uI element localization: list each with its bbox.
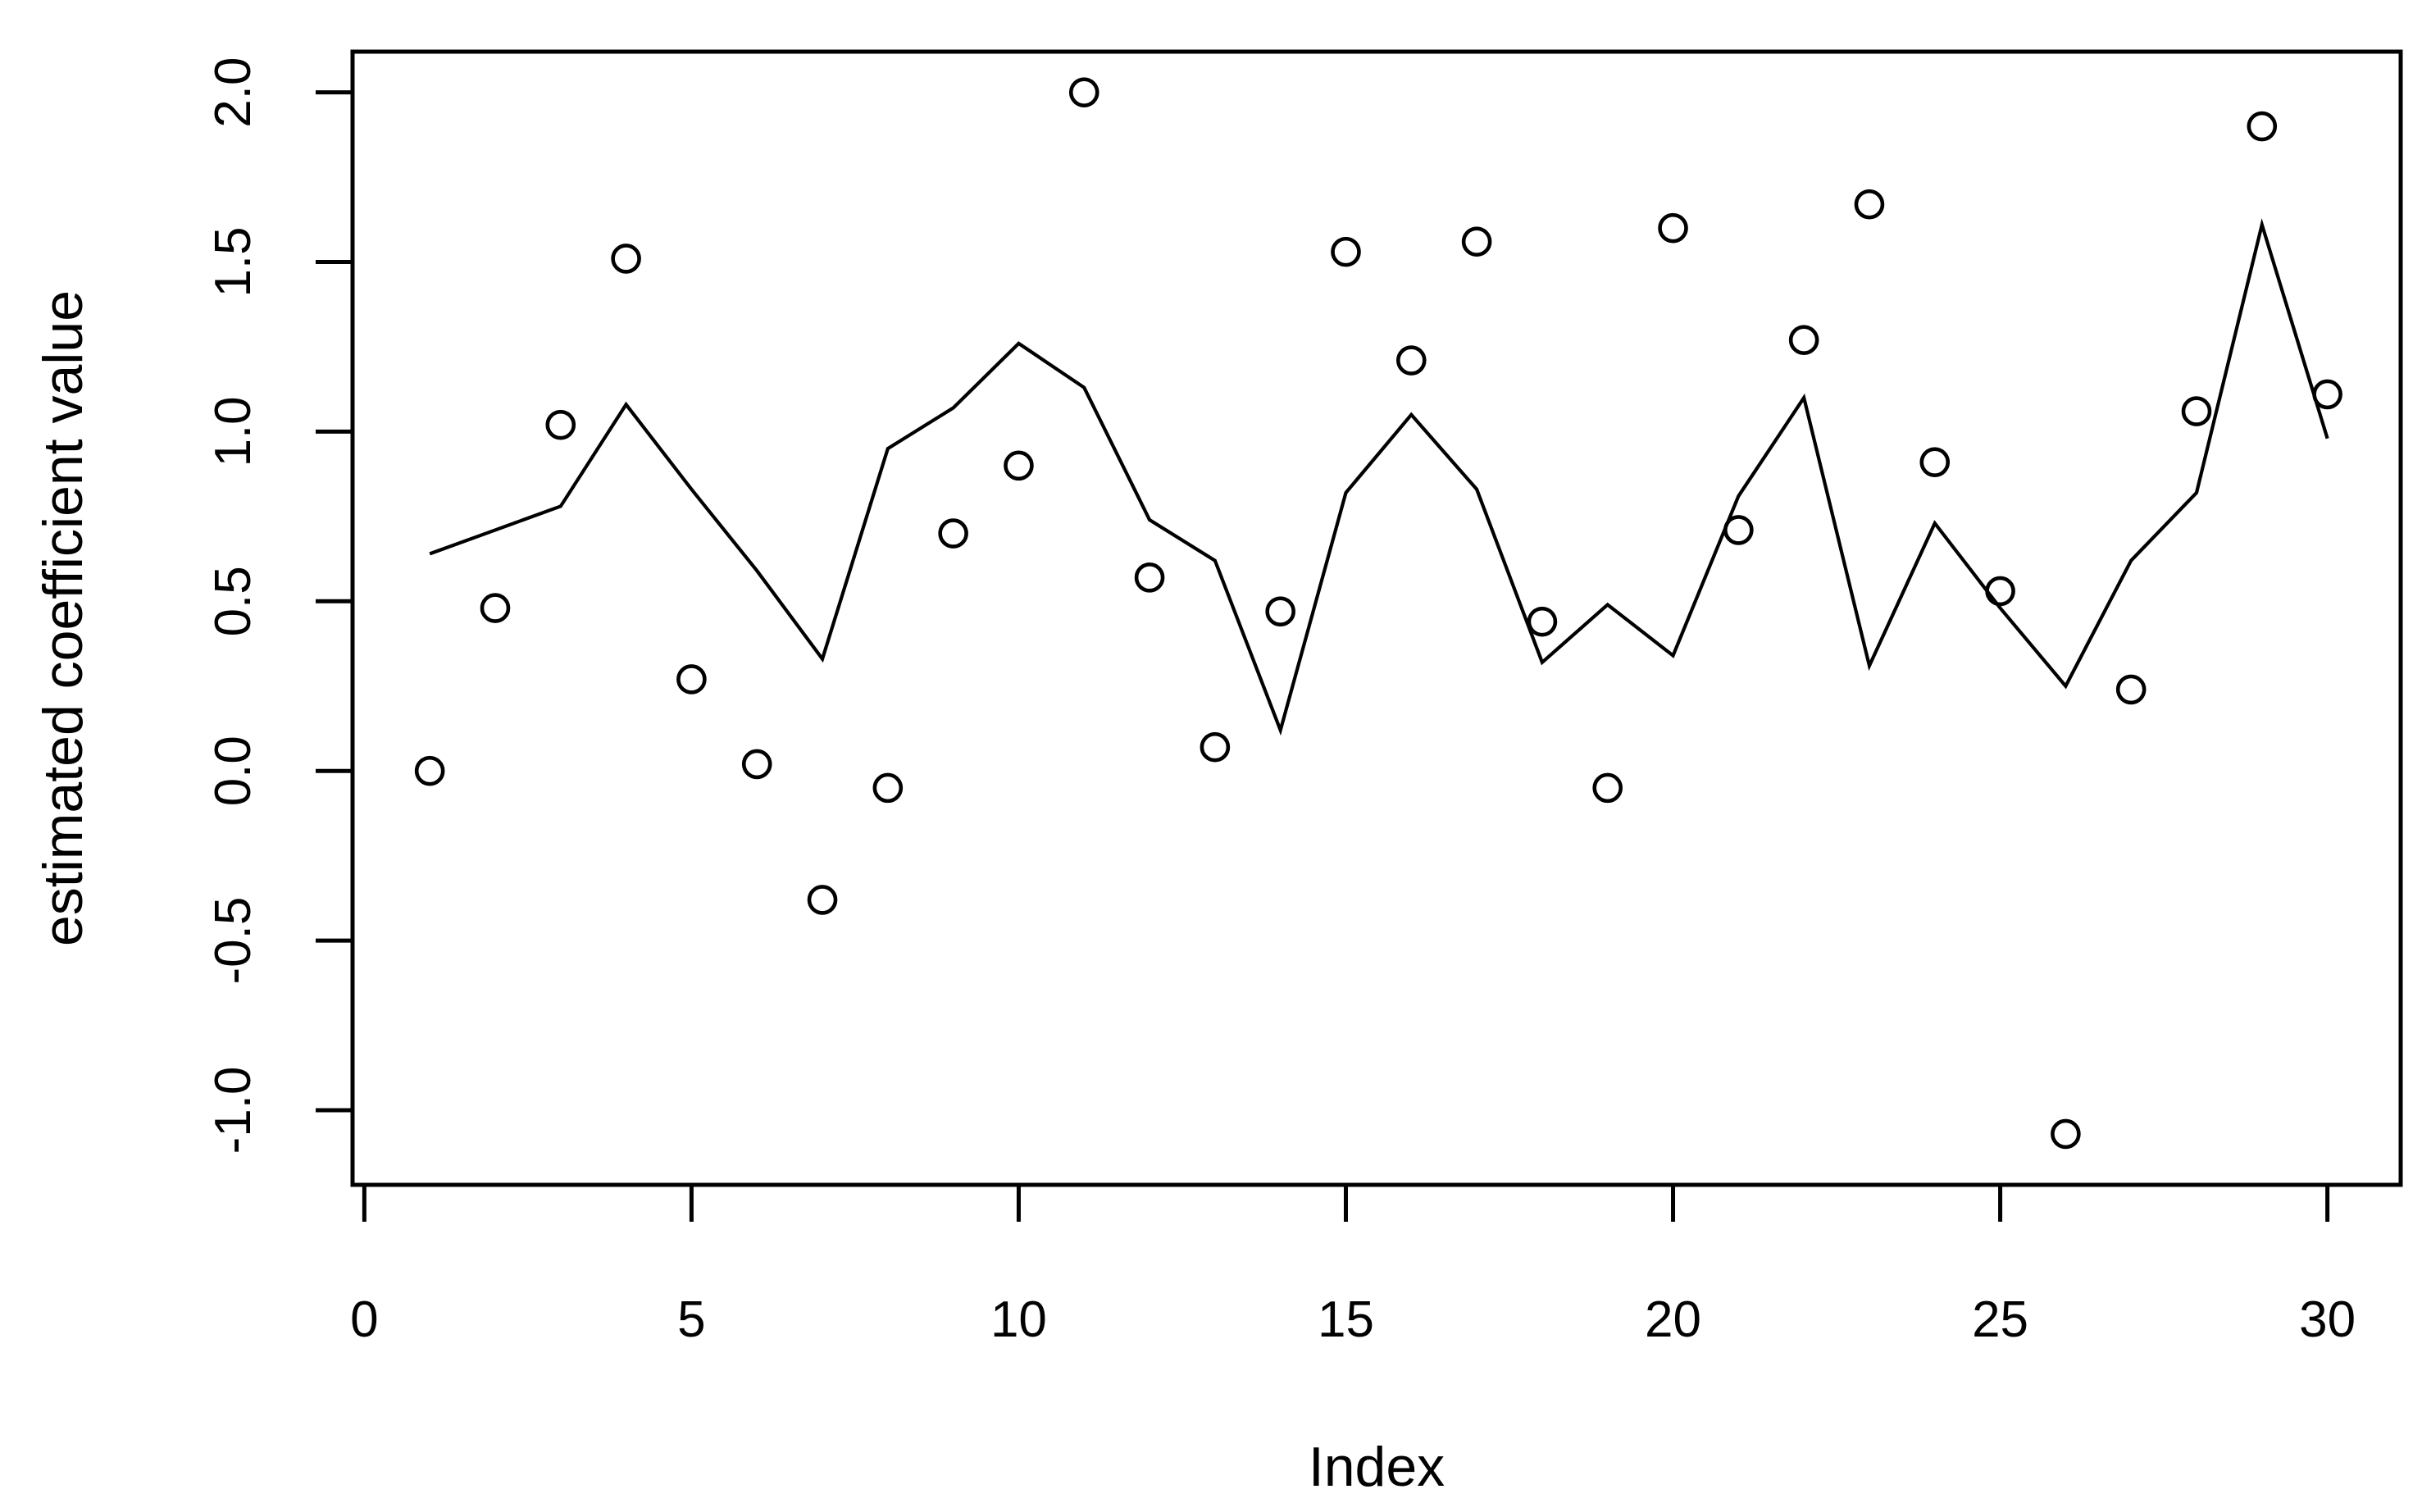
data-point-circle xyxy=(414,755,445,786)
x-axis-tick-label: 30 xyxy=(2299,1291,2356,1348)
x-axis-tick-label: 25 xyxy=(1972,1291,2028,1348)
x-axis-tick-label: 5 xyxy=(677,1291,705,1348)
plot-content: 0 5 10 15 20 25 30 -1.0 -0.5 0.0 0.5 1.0 1.5 2.0 xyxy=(205,57,2356,1348)
x-axis-tick-label: 0 xyxy=(350,1291,378,1348)
data-point-circle xyxy=(2181,396,2212,426)
data-point-circle xyxy=(1527,606,1558,637)
data-point-circle xyxy=(611,244,641,274)
data-point-circle xyxy=(872,772,904,804)
data-point-circle xyxy=(2312,379,2342,410)
series-line xyxy=(429,218,2329,736)
y-axis-tick-label: 0.5 xyxy=(205,566,262,636)
x-axis-tick-label: 20 xyxy=(1645,1291,1701,1348)
data-point-circle xyxy=(1134,562,1165,593)
plot-border-box xyxy=(350,49,2403,1187)
data-point-circle xyxy=(1788,325,1819,356)
data-point-circle xyxy=(1854,189,1885,220)
data-point-circle xyxy=(480,593,511,623)
y-axis-title: estimated coefficient value xyxy=(32,290,94,946)
data-point-circle xyxy=(1200,731,1231,763)
data-point-circle xyxy=(1461,226,1492,257)
data-point-circle xyxy=(938,518,968,549)
y-axis-tick-label: 2.0 xyxy=(205,57,262,128)
data-point-circle xyxy=(807,885,838,915)
data-point-circle xyxy=(741,749,772,780)
data-point-circle xyxy=(1985,576,2015,607)
y-axis-tick-label: -1.0 xyxy=(205,1067,262,1154)
y-axis-tick-label: -0.5 xyxy=(205,897,262,985)
x-axis-tick-label: 10 xyxy=(990,1291,1047,1348)
data-point-circle xyxy=(1723,515,1754,545)
data-point-circle xyxy=(1265,596,1295,627)
data-point-circle xyxy=(1004,450,1034,481)
x-axis-tick-label: 15 xyxy=(1318,1291,1374,1348)
data-point-circle xyxy=(2247,111,2278,142)
data-point-circle xyxy=(676,664,707,695)
x-axis-title: Index xyxy=(1309,1436,1445,1498)
data-point-circle xyxy=(545,409,576,440)
data-point-circle xyxy=(1395,345,1427,376)
y-axis-tick-label: 0.0 xyxy=(205,736,262,806)
data-point-circle xyxy=(1592,772,1623,804)
data-point-circle xyxy=(1068,77,1099,107)
y-axis-tick-label: 1.0 xyxy=(205,396,262,467)
data-point-circle xyxy=(1919,447,1951,477)
data-point-circle xyxy=(2051,1118,2081,1150)
data-point-circle xyxy=(1331,236,1361,267)
data-point-circle xyxy=(2115,674,2147,705)
data-point-circle xyxy=(1658,212,1688,244)
y-axis-tick-label: 1.5 xyxy=(205,226,262,297)
